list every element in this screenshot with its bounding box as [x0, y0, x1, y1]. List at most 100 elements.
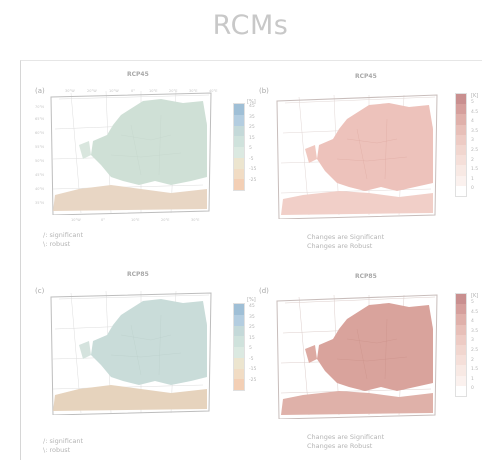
colorbar-tick-label: 1: [471, 376, 474, 382]
colorbar-unit: [%]: [247, 297, 256, 303]
colorbar-segment: [456, 175, 466, 186]
colorbar-tick-label: 3: [471, 138, 474, 144]
bottom-tick-label: 10°E: [131, 218, 140, 222]
colorbar-tick-label: 0: [471, 386, 474, 392]
note-line: /: significant: [43, 231, 84, 239]
panel-letter: (c): [35, 287, 45, 295]
colorbar-tick-label: 15: [249, 135, 255, 141]
colorbar-tick-label: 45: [249, 104, 255, 109]
significance-note: Changes are Significant Changes are Robu…: [307, 233, 384, 251]
top-tick-label: 10°E: [149, 89, 158, 93]
left-tick-label: 35°N: [35, 201, 44, 205]
colorbar-segment: [456, 304, 466, 315]
top-tick-label: 10°W: [109, 89, 119, 93]
colorbar-segment: [234, 168, 244, 180]
page-title: RCMs: [212, 10, 289, 41]
colorbar-segment: [234, 325, 244, 337]
panel-b: (b) RCP45 [K] 5 4.5 4 3.5 3 2.5 2 1.5 1 0 Changes…: [257, 65, 479, 255]
colorbar-segment: [456, 344, 466, 356]
colorbar-tick-label: 4.5: [471, 109, 479, 115]
colorbar-segment: [456, 94, 466, 105]
colorbar-tick-label: 35: [249, 114, 255, 120]
colorbar-segment: [234, 379, 244, 390]
colorbar-tick-label: 1.5: [471, 167, 479, 173]
colorbar-tick-label: 2.5: [471, 148, 479, 153]
colorbar-tick-label: 4.5: [471, 309, 479, 315]
europe-map: [50, 290, 212, 415]
colorbar-segment: [456, 375, 466, 386]
colorbar-tick-label: 15: [249, 335, 255, 341]
europe-map: [276, 294, 438, 419]
colorbar-segment: [234, 314, 244, 326]
colorbar-segment: [456, 185, 466, 196]
colorbar-segment: [234, 304, 244, 315]
bottom-tick-label: 10°W: [71, 218, 81, 222]
left-tick-label: 70°N: [35, 105, 44, 109]
left-tick-label: 45°N: [35, 173, 44, 177]
top-tick-label: 40°E: [209, 89, 218, 93]
note-line: Changes are Significant: [307, 433, 385, 441]
colorbar-segment: [456, 294, 466, 305]
colorbar-segment: [234, 147, 244, 158]
europe-map: [50, 90, 212, 215]
colorbar: [455, 293, 467, 397]
colorbar-unit: [K]: [471, 93, 479, 99]
panel-letter: (a): [35, 87, 45, 95]
colorbar-segment: [234, 336, 244, 347]
colorbar-segment: [234, 357, 244, 369]
colorbar-tick-label: 2: [471, 157, 474, 163]
panel-letter: (b): [259, 87, 269, 95]
colorbar-segment: [456, 144, 466, 156]
panel-scenario: RCP45: [355, 73, 377, 80]
colorbar-tick-label: -15: [249, 167, 257, 172]
colorbar-tick-label: 4: [471, 319, 474, 325]
colorbar-tick-label: 5: [471, 300, 474, 305]
colorbar-segment: [234, 347, 244, 358]
panel-scenario: RCP85: [127, 271, 149, 278]
top-tick-label: 20°E: [169, 89, 178, 93]
colorbar-segment: [234, 179, 244, 190]
colorbar-tick-label: 0: [471, 186, 474, 192]
colorbar: [233, 103, 245, 191]
colorbar: [233, 303, 245, 391]
note-line: \: robust: [43, 446, 71, 454]
note-line: Changes are Significant: [307, 233, 385, 241]
top-tick-label: 0°: [131, 89, 135, 93]
colorbar-tick-label: -5: [249, 356, 254, 362]
colorbar-tick-label: 5: [249, 346, 252, 351]
colorbar-tick-label: -25: [249, 177, 257, 183]
top-tick-label: 20°W: [87, 89, 97, 93]
colorbar-labels: 5 4.5 4 3.5 3 2.5 2 1.5 1 0: [471, 100, 481, 197]
colorbar-segment: [456, 365, 466, 376]
colorbar-segment: [456, 355, 466, 366]
colorbar-segment: [234, 368, 244, 380]
significance-note: /: significant \: robust: [43, 231, 83, 249]
panel-scenario: RCP85: [355, 273, 377, 280]
top-tick-label: 30°E: [189, 89, 198, 93]
colorbar-segment: [234, 157, 244, 169]
colorbar-unit: [K]: [471, 293, 479, 299]
left-tick-label: 50°N: [35, 159, 44, 163]
colorbar-segment: [456, 155, 466, 166]
colorbar-tick-label: 25: [249, 325, 255, 330]
panel-c: (c) RCP85 [%] 45 35 25 15 5 -5 -15 -25 /: signi…: [31, 265, 256, 455]
colorbar-segment: [456, 104, 466, 115]
colorbar-tick-label: 2.5: [471, 348, 479, 353]
colorbar-segment: [456, 385, 466, 396]
colorbar-segment: [234, 136, 244, 147]
colorbar-tick-label: 3: [471, 338, 474, 344]
note-line: /: significant: [43, 437, 84, 445]
panel-a: (a) RCP45 30°W 20°W 10°W 0° 10°E 20°E 30…: [31, 65, 256, 255]
colorbar-tick-label: 2: [471, 357, 474, 363]
colorbar-labels: 5 4.5 4 3.5 3 2.5 2 1.5 1 0: [471, 300, 481, 397]
panel-letter: (d): [259, 287, 269, 295]
top-tick-label: 30°W: [65, 89, 75, 93]
significance-note: Changes are Significant Changes are Robu…: [307, 433, 384, 451]
figure: (a) RCP45 30°W 20°W 10°W 0° 10°E 20°E 30…: [20, 60, 482, 460]
panel-scenario: RCP45: [127, 71, 149, 78]
colorbar-segment: [456, 114, 466, 125]
panel-d: (d) RCP85 [K] 5 4.5 4 3.5 3 2.5 2 1.5 1 0 Changes…: [257, 265, 479, 455]
colorbar-segment: [456, 124, 466, 135]
colorbar-tick-label: 5: [249, 146, 252, 151]
colorbar-tick-label: -25: [249, 377, 257, 383]
